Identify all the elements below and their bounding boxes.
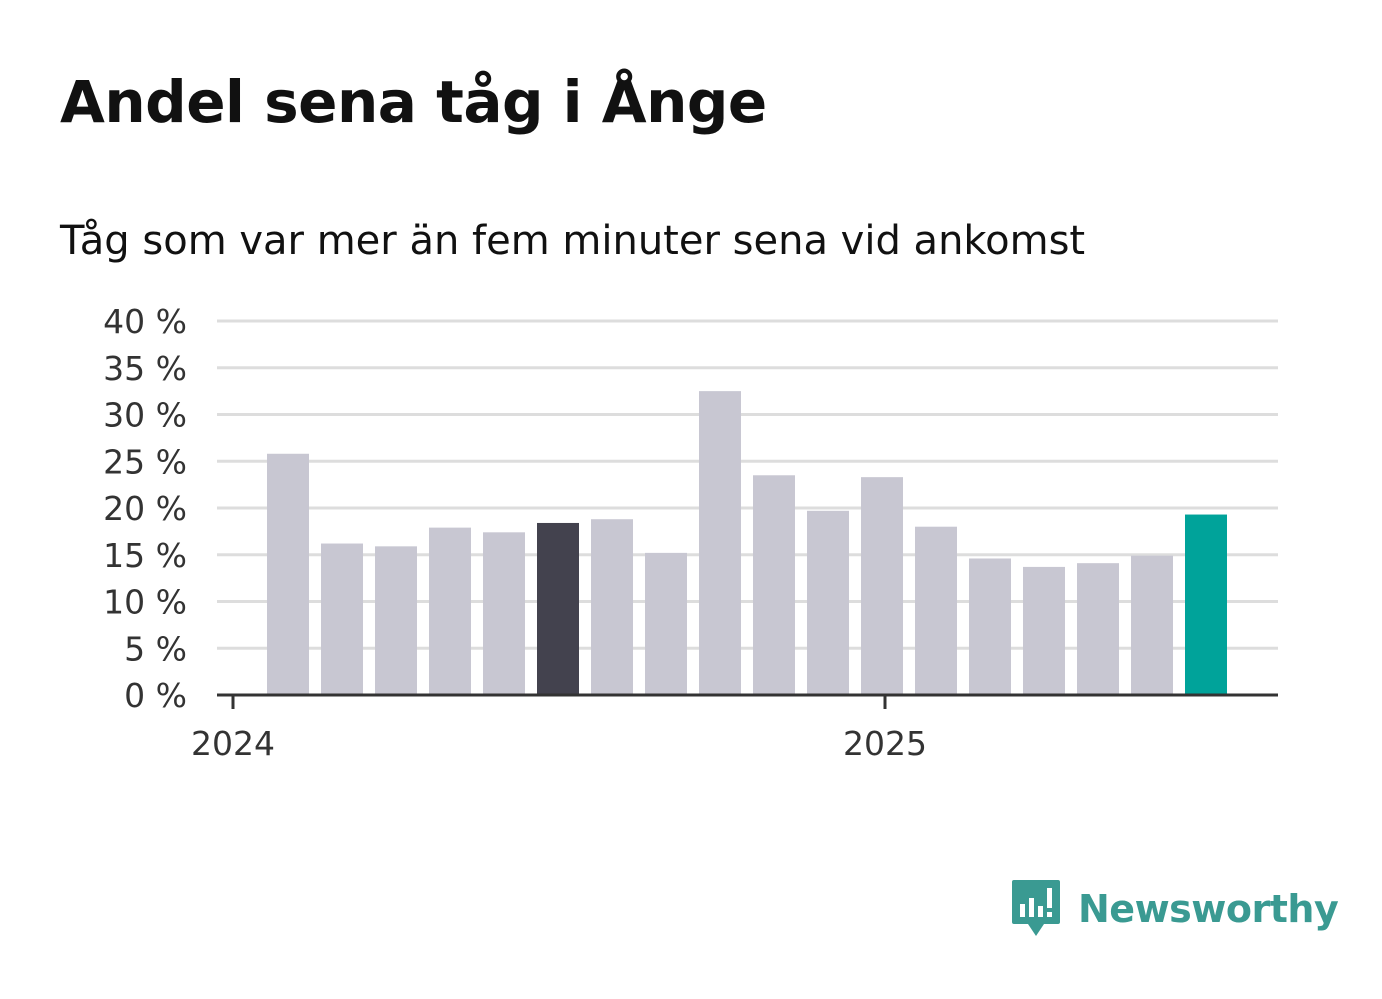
bar (1077, 563, 1119, 695)
bar (861, 477, 903, 695)
bar (969, 558, 1011, 695)
bar (321, 543, 363, 695)
bar (429, 527, 471, 695)
bar (1131, 555, 1173, 695)
newsworthy-logo-icon (1012, 880, 1060, 936)
gridlines (217, 319, 1278, 650)
y-tick-label: 25 % (103, 442, 187, 481)
bar (1185, 514, 1227, 695)
bar (267, 453, 309, 695)
y-tick-label: 20 % (103, 489, 187, 528)
y-tick-label: 15 % (103, 536, 187, 575)
bar (699, 391, 741, 695)
y-tick-label: 30 % (103, 396, 187, 435)
y-tick-label: 0 % (124, 676, 187, 715)
bar (1023, 566, 1065, 695)
chart-subtitle: Tåg som var mer än fem minuter sena vid … (60, 218, 1086, 264)
brand-name: Newsworthy (1078, 887, 1339, 931)
brand-logo: Newsworthy (1010, 878, 1339, 940)
chart-title: Andel sena tåg i Ånge (60, 68, 767, 136)
x-axis: 2024 2025 (191, 693, 1278, 763)
y-tick-label: 10 % (103, 583, 187, 622)
bar (915, 526, 957, 695)
y-tick-labels: 0 % 5 % 10 % 15 % 20 % 25 % 30 % 35 % 40 % (103, 302, 187, 715)
x-tick-label: 2025 (843, 724, 927, 763)
bar (483, 532, 525, 695)
bar (375, 546, 417, 695)
y-tick-label: 35 % (103, 349, 187, 388)
bar (807, 510, 849, 695)
bar (591, 519, 633, 695)
bar (753, 475, 795, 695)
y-tick-label: 40 % (103, 302, 187, 341)
bar (645, 552, 687, 695)
bars (267, 391, 1227, 695)
x-tick-label: 2024 (191, 724, 275, 763)
bar (537, 522, 579, 695)
y-tick-label: 5 % (124, 629, 187, 668)
